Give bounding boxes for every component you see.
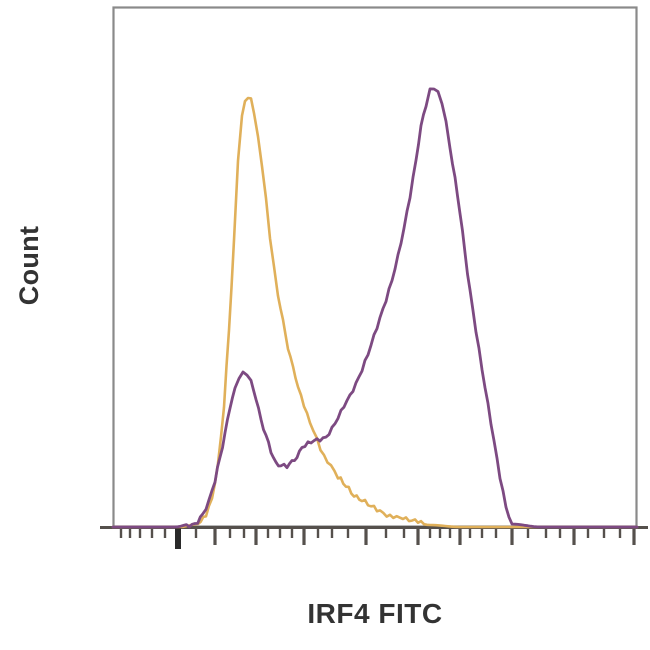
x-axis-major-ticks bbox=[175, 528, 636, 549]
sample-histogram-curve bbox=[111, 87, 639, 529]
x-axis-minor-ticks bbox=[119, 528, 622, 538]
x-axis-label: IRF4 FITC bbox=[307, 598, 443, 629]
plot-panel-background bbox=[113, 7, 637, 527]
